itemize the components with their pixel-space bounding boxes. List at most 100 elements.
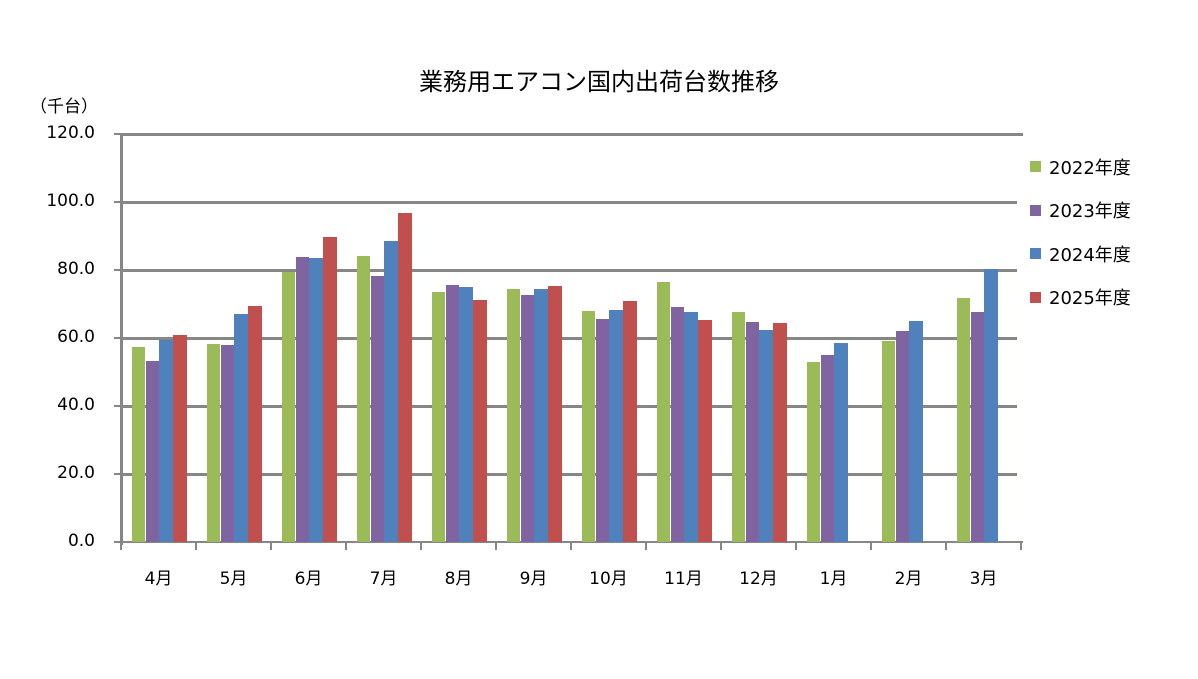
bar bbox=[670, 306, 685, 542]
bar bbox=[581, 310, 596, 542]
bar bbox=[656, 281, 671, 542]
x-tick-mark bbox=[195, 542, 197, 550]
x-tick-mark bbox=[120, 542, 122, 550]
bar bbox=[956, 297, 971, 542]
legend-item-2022: 2022年度 bbox=[1030, 145, 1131, 189]
x-tick-mark bbox=[420, 542, 422, 550]
bar bbox=[384, 240, 398, 542]
bar bbox=[820, 355, 835, 542]
y-tick-label: 100.0 bbox=[46, 191, 95, 211]
x-tick-label: 9月 bbox=[519, 569, 548, 589]
y-tick-mark bbox=[114, 337, 122, 339]
y-tick-label: 80.0 bbox=[57, 259, 95, 279]
x-tick-mark bbox=[495, 542, 497, 550]
y-tick-mark bbox=[114, 201, 122, 203]
legend-label-2024: 2024年度 bbox=[1049, 244, 1131, 266]
bar bbox=[295, 256, 310, 542]
bar bbox=[322, 236, 337, 542]
chart-title: 業務用エアコン国内出荷台数推移 bbox=[419, 68, 779, 96]
legend-label-2023: 2023年度 bbox=[1049, 201, 1131, 223]
gridline bbox=[121, 200, 1017, 204]
bar bbox=[731, 312, 746, 542]
bar bbox=[745, 322, 760, 542]
bar bbox=[609, 309, 623, 542]
gridline bbox=[121, 336, 1017, 340]
bar bbox=[247, 305, 262, 542]
x-tick-label: 3月 bbox=[969, 569, 998, 589]
x-tick-label: 7月 bbox=[369, 569, 398, 589]
bar bbox=[131, 346, 146, 542]
bar bbox=[397, 212, 412, 542]
bar bbox=[472, 299, 487, 542]
bar bbox=[595, 318, 610, 542]
bar bbox=[234, 313, 248, 542]
bar bbox=[281, 271, 296, 542]
x-tick-label: 4月 bbox=[144, 569, 173, 589]
x-axis-line bbox=[121, 541, 1023, 543]
x-tick-mark bbox=[270, 542, 272, 550]
bar bbox=[684, 311, 698, 542]
y-tick-label: 60.0 bbox=[57, 327, 95, 347]
legend-item-2024: 2024年度 bbox=[1030, 232, 1131, 276]
bar bbox=[309, 257, 323, 542]
legend-label-2022: 2022年度 bbox=[1049, 157, 1131, 179]
x-tick-mark bbox=[1020, 542, 1022, 550]
bar bbox=[534, 288, 548, 542]
legend-swatch-2024 bbox=[1030, 248, 1041, 260]
bar bbox=[520, 294, 535, 542]
y-tick-label: 40.0 bbox=[57, 395, 95, 415]
gridline bbox=[121, 132, 1023, 136]
x-tick-label: 5月 bbox=[219, 569, 248, 589]
y-axis-unit-label: （千台） bbox=[30, 97, 98, 117]
x-tick-label: 8月 bbox=[444, 569, 473, 589]
y-tick-mark bbox=[114, 405, 122, 407]
gridline bbox=[121, 268, 1017, 272]
x-tick-label: 1月 bbox=[819, 569, 848, 589]
x-tick-label: 12月 bbox=[739, 569, 778, 589]
bar bbox=[772, 323, 787, 542]
x-tick-mark bbox=[870, 542, 872, 550]
x-tick-mark bbox=[720, 542, 722, 550]
bar bbox=[895, 330, 910, 542]
bar bbox=[159, 340, 173, 542]
y-tick-label: 120.0 bbox=[46, 123, 95, 143]
x-tick-label: 11月 bbox=[664, 569, 703, 589]
bar bbox=[172, 334, 187, 542]
legend-label-2025: 2025年度 bbox=[1049, 288, 1131, 310]
y-tick-label: 20.0 bbox=[57, 463, 95, 483]
bar bbox=[622, 300, 637, 542]
y-tick-mark bbox=[114, 133, 122, 135]
bar bbox=[370, 275, 385, 542]
x-tick-mark bbox=[795, 542, 797, 550]
x-tick-mark bbox=[945, 542, 947, 550]
bar bbox=[506, 288, 521, 542]
bar bbox=[697, 319, 712, 542]
legend-item-2025: 2025年度 bbox=[1030, 276, 1131, 320]
y-tick-mark bbox=[114, 473, 122, 475]
bar bbox=[145, 360, 160, 542]
bar bbox=[834, 342, 848, 542]
bar bbox=[431, 291, 446, 542]
bar bbox=[220, 344, 235, 542]
legend-item-2023: 2023年度 bbox=[1030, 189, 1131, 233]
gridline bbox=[121, 472, 1017, 476]
x-tick-mark bbox=[645, 542, 647, 550]
legend-swatch-2025 bbox=[1030, 291, 1041, 303]
bar bbox=[984, 268, 998, 542]
bar bbox=[356, 255, 371, 542]
bar bbox=[909, 320, 923, 542]
y-tick-mark bbox=[114, 269, 122, 271]
x-tick-mark bbox=[345, 542, 347, 550]
x-tick-label: 6月 bbox=[294, 569, 323, 589]
gridline bbox=[121, 404, 1017, 408]
bar bbox=[206, 343, 221, 542]
bar bbox=[459, 286, 473, 542]
x-tick-label: 10月 bbox=[589, 569, 628, 589]
bar bbox=[445, 284, 460, 542]
y-axis-line bbox=[120, 133, 123, 545]
bar bbox=[881, 340, 896, 542]
legend: 2022年度 2023年度 2024年度 2025年度 bbox=[1030, 145, 1131, 319]
bar bbox=[547, 285, 562, 542]
x-tick-mark bbox=[570, 542, 572, 550]
legend-swatch-2022 bbox=[1030, 161, 1041, 173]
